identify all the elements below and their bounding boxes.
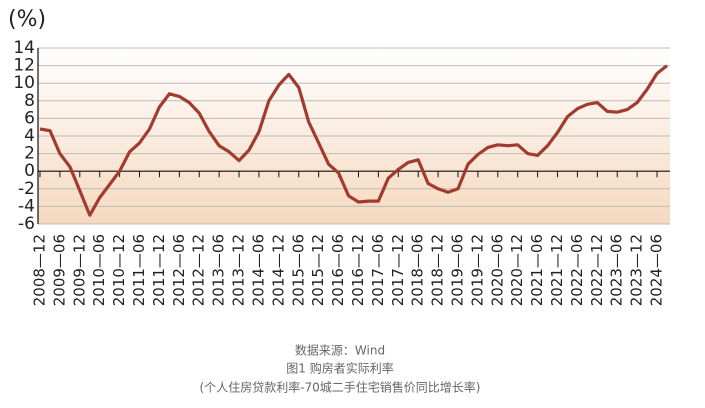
x-tick-label: 2019—12 (468, 234, 486, 306)
x-tick-label: 2016—12 (349, 234, 367, 306)
y-tick-label: 12 (13, 56, 35, 76)
x-tick-label: 2008—12 (31, 234, 49, 306)
note: (个人住房贷款利率-70城二手住宅销售价同比增长率) (200, 380, 481, 395)
x-tick-label: 2020—06 (488, 234, 506, 306)
x-tick-label: 2011—06 (130, 234, 148, 306)
x-tick-label: 2015—12 (309, 234, 327, 306)
x-tick-label: 2024—06 (648, 234, 666, 306)
x-tick-label: 2021—12 (548, 234, 566, 306)
x-tick-label: 2018—12 (429, 234, 447, 306)
x-tick-label: 2011—12 (150, 234, 168, 306)
y-tick-label: 10 (13, 73, 35, 93)
x-tick-label: 2017—12 (389, 234, 407, 306)
x-tick-label: 2013—06 (210, 234, 228, 306)
y-tick-label: 6 (24, 108, 35, 128)
x-tick-label: 2012—12 (190, 234, 208, 306)
x-tick-label: 2015—06 (289, 234, 307, 306)
x-tick-label: 2014—06 (249, 234, 267, 306)
x-tick-label: 2013—12 (230, 234, 248, 306)
x-tick-label: 2020—12 (508, 234, 526, 306)
caption: 图1 购房者实际利率 (286, 361, 393, 376)
y-tick-label: -2 (18, 179, 35, 199)
x-tick-label: 2022—06 (568, 234, 586, 306)
x-tick-label: 2023—12 (628, 234, 646, 306)
y-tick-label: 8 (24, 91, 35, 111)
x-tick-label: 2016—06 (329, 234, 347, 306)
x-tick-label: 2022—12 (588, 234, 606, 306)
x-tick-label: 2018—06 (409, 234, 427, 306)
x-tick-label: 2019—06 (449, 234, 467, 306)
y-tick-label: 0 (24, 161, 35, 181)
y-tick-label: -6 (18, 214, 35, 234)
x-tick-label: 2009—06 (50, 234, 68, 306)
y-tick-label: 14 (13, 38, 35, 58)
x-tick-label: 2023—06 (608, 234, 626, 306)
y-tick-label: 2 (24, 144, 35, 164)
x-tick-label: 2012—06 (170, 234, 188, 306)
x-tick-label: 2014—12 (269, 234, 287, 306)
y-tick-label: -4 (18, 196, 35, 216)
y-axis-label: (%) (8, 7, 46, 32)
y-tick-label: 4 (24, 126, 35, 146)
data-line (39, 64, 668, 217)
x-tick-label: 2021—06 (528, 234, 546, 306)
x-tick-label: 2010—06 (90, 234, 108, 306)
source: 数据来源：Wind (295, 343, 385, 358)
x-tick-label: 2017—06 (369, 234, 387, 306)
x-tick-label: 2009—12 (70, 234, 88, 306)
x-tick-label: 2010—12 (110, 234, 128, 306)
